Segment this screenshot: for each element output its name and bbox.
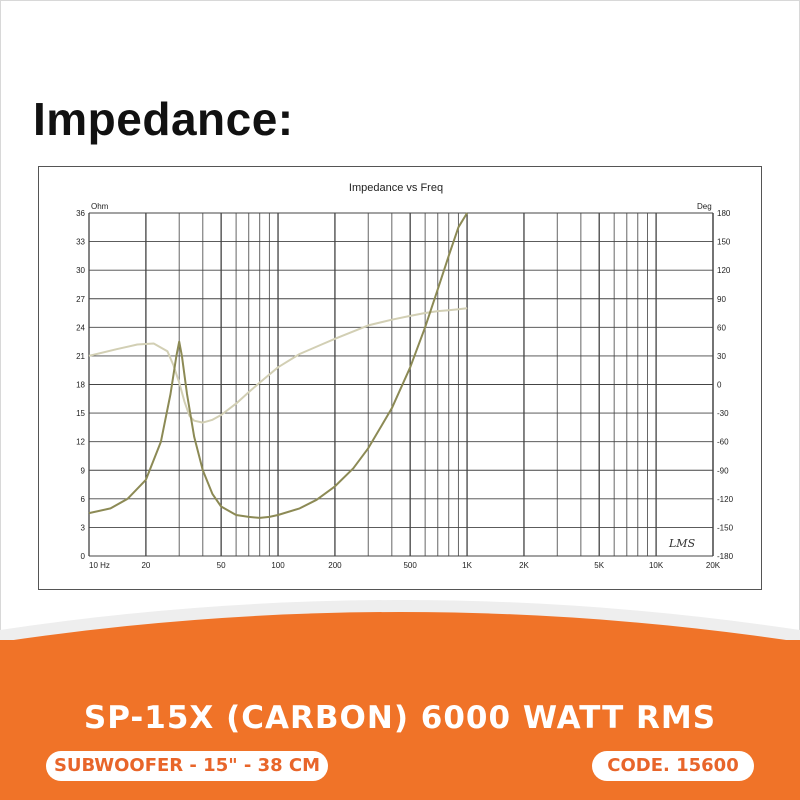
grid-lines [88, 212, 714, 557]
y-left-tick-label: 27 [76, 295, 85, 304]
y-left-tick-label: 0 [81, 552, 86, 561]
x-tick-label: 200 [328, 561, 342, 570]
y-right-tick-label: -90 [717, 466, 729, 475]
y-right-tick-label: 180 [717, 209, 731, 218]
chart-title: Impedance vs Freq [349, 182, 443, 194]
x-tick-label: 500 [403, 561, 417, 570]
y-right-tick-label: 60 [717, 323, 726, 332]
y-left-tick-label: 24 [76, 323, 85, 332]
y-right-tick-label: -120 [717, 495, 734, 504]
x-tick-label: 2K [519, 561, 529, 570]
y-left-tick-label: 33 [76, 238, 85, 247]
impedance-curve [88, 212, 468, 519]
y-left-tick-label: 36 [76, 209, 85, 218]
y-left-tick-label: 30 [76, 266, 85, 275]
y-left-tick-label: 3 [81, 523, 86, 532]
x-tick-label: 1K [462, 561, 472, 570]
x-tick-label: 10K [649, 561, 664, 570]
page-heading: Impedance: [33, 93, 294, 145]
y-right-tick-label: 0 [717, 381, 722, 390]
x-tick-label: 50 [217, 561, 226, 570]
y-left-tick-label: 21 [76, 352, 85, 361]
y-right-tick-label: -30 [717, 409, 729, 418]
y-right-unit-label: Deg [697, 202, 712, 211]
y-right-tick-label: -150 [717, 523, 734, 532]
y-left-tick-label: 12 [76, 438, 85, 447]
y-left-tick-label: 18 [76, 381, 85, 390]
y-left-tick-label: 9 [81, 466, 86, 475]
phase-curve [88, 307, 468, 424]
y-right-tick-label: -180 [717, 552, 734, 561]
product-title: SP-15X (CARBON) 6000 WATT RMS [83, 700, 717, 736]
y-left-unit-label: Ohm [91, 202, 109, 211]
lms-watermark: LMS [668, 537, 696, 550]
y-left-tick-label: 15 [76, 409, 85, 418]
x-tick-label: 20 [141, 561, 150, 570]
x-tick-label: 100 [271, 561, 285, 570]
tick-labels: 10 Hz 20 50 100 200 500 1K 2K 5K 10K 20K0369121518… [76, 209, 733, 570]
series-lines [88, 212, 468, 519]
x-tick-label: 5K [594, 561, 604, 570]
y-left-tick-label: 6 [81, 495, 86, 504]
y-right-tick-label: -60 [717, 438, 729, 447]
impedance-chart-svg: Impedance vs Freq Ohm Deg 10 Hz 20 50 100 20… [39, 167, 761, 589]
y-right-tick-label: 90 [717, 295, 726, 304]
subtitle-badge: SUBWOOFER - 15" - 38 CM [46, 751, 328, 781]
x-tick-label: 10 Hz [89, 561, 110, 570]
y-right-tick-label: 30 [717, 352, 726, 361]
y-right-tick-label: 150 [717, 238, 731, 247]
y-right-tick-label: 120 [717, 266, 731, 275]
impedance-chart: Impedance vs Freq Ohm Deg 10 Hz 20 50 100 20… [38, 166, 762, 590]
x-tick-label: 20K [706, 561, 721, 570]
product-code-badge: CODE. 15600 [592, 751, 754, 781]
